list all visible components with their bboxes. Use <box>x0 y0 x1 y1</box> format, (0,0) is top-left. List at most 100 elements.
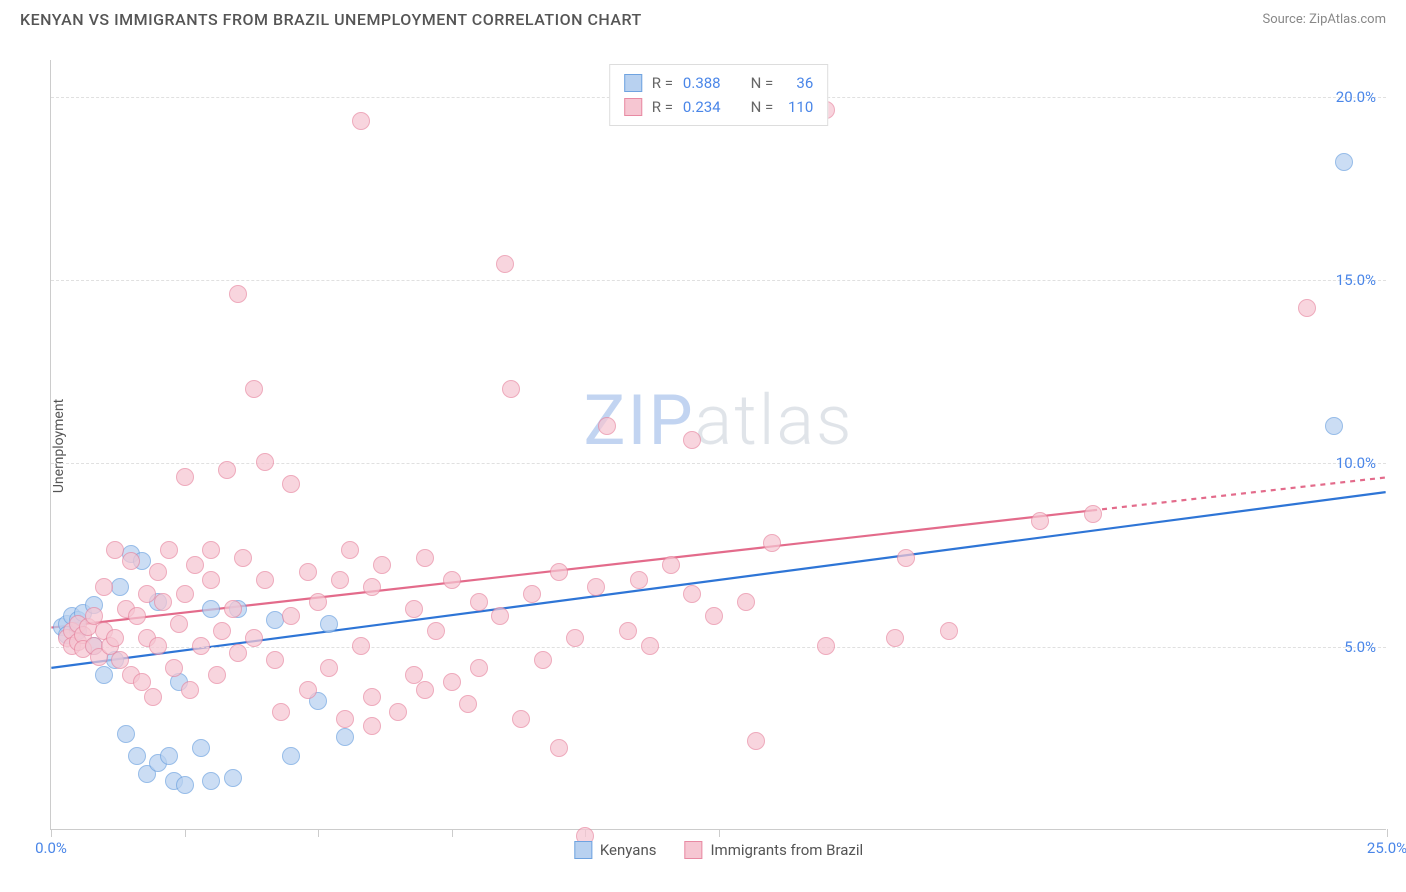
data-point <box>224 600 242 618</box>
data-point <box>229 285 247 303</box>
data-point <box>512 710 530 728</box>
data-point <box>373 556 391 574</box>
data-point <box>160 541 178 559</box>
data-point <box>309 593 327 611</box>
data-point <box>1031 512 1049 530</box>
x-tick <box>719 829 720 837</box>
data-point <box>470 659 488 677</box>
data-point <box>218 461 236 479</box>
legend-swatch <box>624 74 642 92</box>
data-point <box>282 747 300 765</box>
data-point <box>202 541 220 559</box>
legend-swatch <box>574 841 592 859</box>
data-point <box>705 607 723 625</box>
data-point <box>763 534 781 552</box>
x-tick-label: 25.0% <box>1367 839 1406 857</box>
data-point <box>363 717 381 735</box>
data-point <box>427 622 445 640</box>
data-point <box>389 703 407 721</box>
gridline <box>51 463 1386 464</box>
data-point <box>186 556 204 574</box>
data-point <box>256 571 274 589</box>
chart-source: Source: ZipAtlas.com <box>1262 12 1386 27</box>
data-point <box>282 607 300 625</box>
x-tick-label: 0.0% <box>35 839 67 857</box>
data-point <box>491 607 509 625</box>
y-tick-label: 20.0% <box>1336 88 1376 106</box>
watermark-atlas: atlas <box>695 380 854 462</box>
data-point <box>341 541 359 559</box>
trend-line <box>1092 477 1386 510</box>
data-point <box>229 644 247 662</box>
data-point <box>192 637 210 655</box>
chart-title: KENYAN VS IMMIGRANTS FROM BRAZIL UNEMPLO… <box>20 10 642 29</box>
data-point <box>352 112 370 130</box>
data-point <box>496 255 514 273</box>
data-point <box>160 747 178 765</box>
legend-r-label: R = <box>652 71 673 95</box>
legend-r-label: R = <box>652 95 673 119</box>
data-point <box>566 629 584 647</box>
y-tick-label: 15.0% <box>1336 271 1376 289</box>
data-point <box>737 593 755 611</box>
data-point <box>176 468 194 486</box>
data-point <box>170 615 188 633</box>
series-label: Immigrants from Brazil <box>710 841 863 859</box>
legend-n-value: 110 <box>783 95 813 119</box>
data-point <box>683 585 701 603</box>
data-point <box>940 622 958 640</box>
data-point <box>336 710 354 728</box>
legend-swatch <box>624 98 642 116</box>
watermark-text: ZIPatlas <box>584 380 854 462</box>
data-point <box>224 769 242 787</box>
data-point <box>683 431 701 449</box>
data-point <box>181 681 199 699</box>
data-point <box>534 651 552 669</box>
data-point <box>416 681 434 699</box>
data-point <box>149 637 167 655</box>
data-point <box>550 739 568 757</box>
data-point <box>363 578 381 596</box>
data-point <box>619 622 637 640</box>
data-point <box>416 549 434 567</box>
x-tick <box>185 829 186 837</box>
data-point <box>128 747 146 765</box>
data-point <box>176 776 194 794</box>
data-point <box>111 578 129 596</box>
legend-row: R = 0.234 N = 110 <box>624 95 814 119</box>
data-point <box>106 629 124 647</box>
gridline <box>51 280 1386 281</box>
data-point <box>95 666 113 684</box>
legend-n-label: N = <box>751 95 774 119</box>
data-point <box>598 417 616 435</box>
legend-n-value: 36 <box>783 71 813 95</box>
data-point <box>272 703 290 721</box>
y-tick-label: 10.0% <box>1336 454 1376 472</box>
data-point <box>630 571 648 589</box>
data-point <box>897 549 915 567</box>
series-legend-item: Immigrants from Brazil <box>684 841 863 859</box>
data-point <box>176 585 194 603</box>
data-point <box>405 600 423 618</box>
series-label: Kenyans <box>600 841 657 859</box>
data-point <box>95 578 113 596</box>
data-point <box>523 585 541 603</box>
data-point <box>165 659 183 677</box>
data-point <box>234 549 252 567</box>
data-point <box>1335 153 1353 171</box>
data-point <box>363 688 381 706</box>
legend-r-value: 0.234 <box>683 95 721 119</box>
chart-header: KENYAN VS IMMIGRANTS FROM BRAZIL UNEMPLO… <box>0 0 1406 37</box>
data-point <box>747 732 765 750</box>
data-point <box>299 681 317 699</box>
x-tick <box>51 829 52 837</box>
data-point <box>208 666 226 684</box>
data-point <box>299 563 317 581</box>
x-tick <box>1387 829 1388 837</box>
data-point <box>1325 417 1343 435</box>
data-point <box>192 739 210 757</box>
series-legend: Kenyans Immigrants from Brazil <box>574 841 863 859</box>
data-point <box>144 688 162 706</box>
data-point <box>587 578 605 596</box>
data-point <box>1084 505 1102 523</box>
